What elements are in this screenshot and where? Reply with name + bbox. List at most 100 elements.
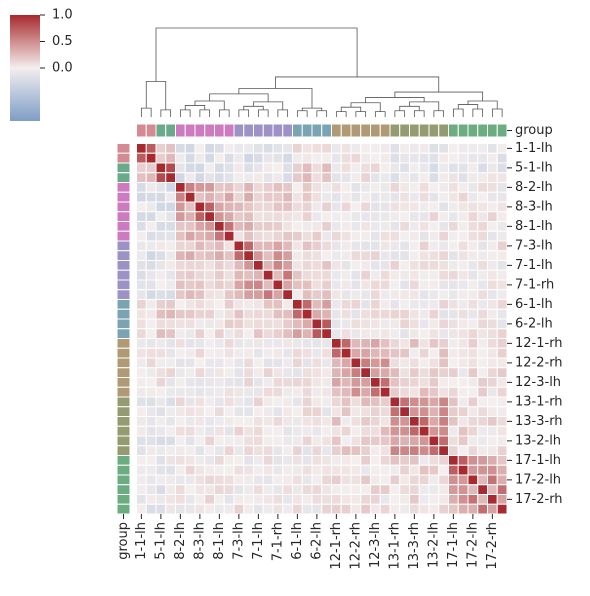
heatmap-cell bbox=[175, 494, 186, 505]
colorbar-gradient bbox=[10, 15, 40, 121]
heatmap-cell bbox=[145, 308, 157, 320]
heatmap-cell bbox=[487, 191, 498, 203]
heatmap-cell bbox=[233, 494, 245, 505]
row-group-color bbox=[116, 474, 131, 486]
heatmap-cell bbox=[262, 308, 274, 320]
heatmap-cell bbox=[282, 299, 293, 310]
heatmap-cell bbox=[223, 143, 235, 154]
heatmap-cell bbox=[253, 172, 264, 183]
heatmap-cell bbox=[155, 182, 167, 193]
heatmap-cell bbox=[477, 279, 488, 291]
heatmap-cell bbox=[467, 484, 479, 495]
heatmap-cell bbox=[457, 474, 469, 486]
heatmap-cell bbox=[155, 250, 167, 261]
heatmap-cell bbox=[448, 308, 459, 320]
heatmap-cell bbox=[311, 260, 323, 271]
row-group-color bbox=[116, 318, 131, 330]
heatmap-cell bbox=[194, 425, 206, 437]
heatmap-cell bbox=[448, 494, 459, 505]
heatmap-cell bbox=[331, 455, 342, 466]
heatmap-cell bbox=[428, 425, 440, 437]
heatmap-cell bbox=[311, 416, 323, 427]
heatmap-cell bbox=[409, 338, 420, 349]
heatmap-cell bbox=[399, 240, 410, 252]
heatmap-cell bbox=[487, 279, 498, 291]
heatmap-cell bbox=[360, 143, 371, 154]
heatmap-cell bbox=[243, 152, 254, 164]
heatmap-cell bbox=[145, 474, 157, 486]
heatmap-cell bbox=[233, 162, 245, 174]
heatmap-cell bbox=[496, 299, 508, 310]
heatmap-cell bbox=[428, 269, 440, 281]
dendrogram-link bbox=[160, 109, 172, 117]
heatmap-cell bbox=[136, 201, 147, 213]
heatmap-cell bbox=[282, 416, 293, 427]
heatmap-cell bbox=[370, 367, 381, 378]
heatmap-cell bbox=[184, 289, 196, 300]
heatmap-cell bbox=[350, 152, 362, 164]
heatmap-cell bbox=[194, 308, 206, 320]
heatmap-cell bbox=[418, 503, 430, 515]
heatmap-cell bbox=[223, 357, 235, 369]
heatmap-cell bbox=[487, 406, 498, 417]
heatmap-cell bbox=[370, 484, 381, 495]
heatmap-cell bbox=[331, 503, 342, 515]
heatmap-cell bbox=[282, 338, 293, 349]
column-group-color bbox=[165, 123, 176, 138]
column-group-color bbox=[477, 123, 488, 138]
heatmap-cell bbox=[331, 474, 342, 486]
heatmap-cell bbox=[204, 289, 215, 300]
heatmap-cell bbox=[272, 152, 284, 164]
heatmap-cell bbox=[272, 230, 284, 242]
heatmap-cell bbox=[340, 279, 352, 291]
heatmap-cell bbox=[136, 172, 147, 183]
heatmap-cell bbox=[389, 416, 401, 427]
heatmap-cell bbox=[428, 250, 440, 261]
heatmap-cell bbox=[233, 455, 245, 466]
heatmap-cell bbox=[467, 464, 479, 476]
column-tick-label: 5-1-lh bbox=[153, 522, 168, 560]
column-group-color bbox=[409, 123, 420, 138]
heatmap-cell bbox=[360, 308, 371, 320]
heatmap-cell bbox=[223, 240, 235, 252]
heatmap-cell bbox=[340, 464, 352, 476]
heatmap-cell bbox=[350, 240, 362, 252]
heatmap-cell bbox=[331, 435, 342, 447]
heatmap-cell bbox=[370, 406, 381, 417]
heatmap-cell bbox=[243, 484, 254, 495]
heatmap-cell bbox=[389, 250, 401, 261]
heatmap-cell bbox=[301, 182, 313, 193]
heatmap-cell bbox=[272, 347, 284, 359]
heatmap-cell bbox=[487, 201, 498, 213]
heatmap-cell bbox=[165, 172, 176, 183]
heatmap-cell bbox=[360, 494, 371, 505]
heatmap-cell bbox=[321, 338, 332, 349]
heatmap-cell bbox=[496, 279, 508, 291]
heatmap-cell bbox=[477, 406, 488, 417]
heatmap-cell bbox=[321, 289, 332, 300]
heatmap-cell bbox=[448, 152, 459, 164]
heatmap-cell bbox=[448, 347, 459, 359]
heatmap-cell bbox=[467, 172, 479, 183]
heatmap-cell bbox=[379, 386, 391, 398]
heatmap-cell bbox=[399, 445, 410, 456]
heatmap-cell bbox=[204, 386, 215, 398]
heatmap-cell bbox=[155, 416, 167, 427]
heatmap-cell bbox=[184, 308, 196, 320]
heatmap-cell bbox=[467, 221, 479, 232]
heatmap-cell bbox=[184, 474, 196, 486]
heatmap-cell bbox=[340, 182, 352, 193]
heatmap-cell bbox=[457, 250, 469, 261]
heatmap-cell bbox=[467, 260, 479, 271]
heatmap-cell bbox=[350, 289, 362, 300]
heatmap-cell bbox=[428, 416, 440, 427]
column-group-color bbox=[223, 123, 235, 138]
heatmap-cell bbox=[496, 191, 508, 203]
heatmap-cell bbox=[253, 279, 264, 291]
heatmap-cell bbox=[184, 221, 196, 232]
heatmap-cell bbox=[233, 318, 245, 330]
heatmap-cell bbox=[467, 425, 479, 437]
heatmap-cell bbox=[253, 250, 264, 261]
heatmap-cell bbox=[292, 318, 303, 330]
heatmap-cell bbox=[428, 503, 440, 515]
